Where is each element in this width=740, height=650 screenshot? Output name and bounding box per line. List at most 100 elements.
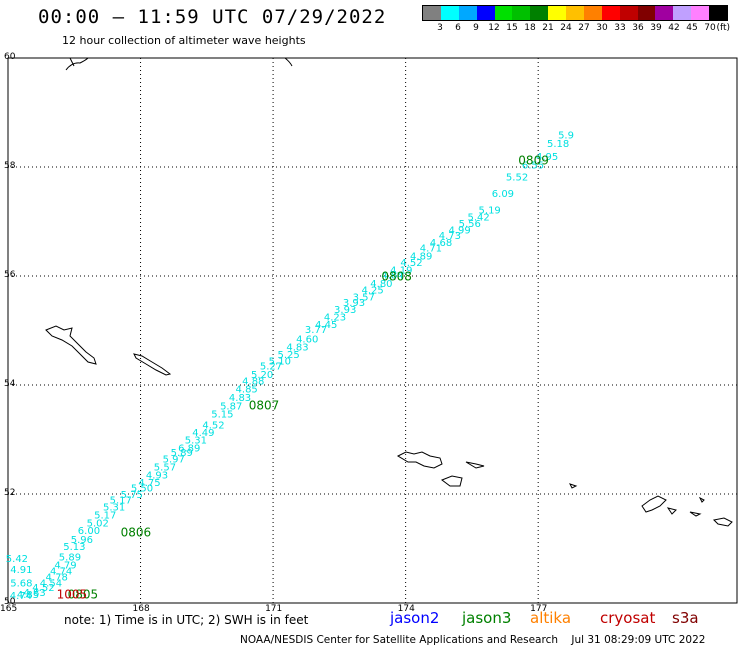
latitude-label: 50 bbox=[4, 597, 16, 607]
coastline-north-2 bbox=[284, 57, 293, 67]
wave-height-value: 5.15 bbox=[211, 410, 233, 421]
wave-height-value: 5.9 bbox=[558, 131, 574, 142]
wave-height-value: 4.68 bbox=[430, 238, 452, 249]
wave-height-value: 4.84 bbox=[381, 271, 403, 282]
legend-tick-label: 33 bbox=[614, 23, 626, 33]
legend-tick-label: 18 bbox=[524, 23, 536, 33]
island-rat-2 bbox=[666, 507, 677, 515]
legend-swatch bbox=[566, 6, 584, 20]
legend-tick-label: 27 bbox=[578, 23, 590, 33]
wave-height-value: 5.25 bbox=[278, 350, 300, 361]
wave-height-value: 4.85 bbox=[17, 590, 39, 601]
island-small-1 bbox=[465, 461, 485, 469]
island-rat-4 bbox=[712, 517, 733, 527]
island-small-2 bbox=[440, 475, 463, 487]
wave-height-value: 4.74 bbox=[50, 567, 72, 578]
legend-tick-label: 15 bbox=[506, 23, 518, 33]
wave-height-value: 5.97 bbox=[163, 454, 185, 465]
wave-height-value: 4.60 bbox=[296, 334, 318, 345]
satellite-cryosat: cryosat bbox=[600, 609, 656, 627]
wave-height-value: 5.57 bbox=[154, 463, 176, 474]
legend-swatch bbox=[440, 6, 459, 20]
latitude-label: 60 bbox=[4, 52, 16, 62]
wave-height-value: 4.88 bbox=[242, 376, 264, 387]
wave-height-value: 4.89 bbox=[410, 252, 432, 263]
wave-height-value: 5.87 bbox=[220, 402, 242, 413]
wave-height-value: 4.49 bbox=[192, 428, 214, 439]
legend-swatch bbox=[458, 6, 477, 20]
wave-height-value: 5.17 bbox=[94, 511, 116, 522]
wave-height-value: 5.42 bbox=[6, 554, 28, 565]
latitude-label: 52 bbox=[4, 488, 16, 498]
color-scale-legend: 3 6 9 12 15 18 21 24 27 30 33 36 39 42 45 70 (ft) bbox=[422, 5, 731, 35]
wave-height-value: 4.78 bbox=[46, 573, 68, 584]
legend-tick-label: 42 bbox=[668, 23, 680, 33]
wave-height-value: 5.13 bbox=[63, 542, 85, 553]
wave-height-value: 4.80 bbox=[370, 279, 392, 290]
wave-height-value: 4.85 bbox=[236, 385, 258, 396]
credit-timestamp: Jul 31 08:29:09 UTC 2022 bbox=[571, 634, 706, 646]
wave-height-value: 4.93 bbox=[146, 471, 168, 482]
wave-height-value: 5.42 bbox=[467, 212, 489, 223]
legend-swatch bbox=[709, 6, 727, 20]
track-time-label: 0809 bbox=[518, 153, 549, 167]
longitude-label: 174 bbox=[397, 604, 415, 614]
legend-swatch bbox=[691, 6, 709, 20]
wave-height-value: 4.83 bbox=[23, 588, 45, 599]
legend-labels: 3 6 9 12 15 18 21 24 27 30 33 36 39 42 45 70 (ft) bbox=[422, 21, 731, 35]
wave-height-value: 4.99 bbox=[448, 225, 470, 236]
legend-tick-label: 9 bbox=[473, 23, 479, 33]
wave-height-value: 6.00 bbox=[78, 526, 100, 537]
legend-tick-label: 12 bbox=[488, 23, 500, 33]
satellite-jason2: jason2 bbox=[390, 609, 440, 627]
longitude-label: 171 bbox=[265, 604, 283, 614]
track-time-label: 0805 bbox=[68, 588, 99, 602]
wave-height-value: 5.19 bbox=[479, 205, 501, 216]
wave-height-value: 3.57 bbox=[353, 293, 375, 304]
track-time-label: 0807 bbox=[249, 399, 280, 413]
legend-tick-label: 45 bbox=[686, 23, 698, 33]
satellite-s3a: s3a bbox=[672, 609, 699, 627]
legend-unit: (ft) bbox=[716, 23, 731, 33]
wave-height-value: 4.52 bbox=[400, 258, 422, 269]
legend-tick-label: 24 bbox=[560, 23, 572, 33]
wave-height-value: 6.55 bbox=[522, 161, 544, 172]
footer-credit: NOAA/NESDIS Center for Satellite Applica… bbox=[240, 634, 705, 646]
track-time-label: 0806 bbox=[121, 526, 152, 540]
wave-height-value: 5.52 bbox=[506, 173, 528, 184]
wave-height-value: 5.89 bbox=[171, 448, 193, 459]
legend-swatch bbox=[530, 6, 549, 20]
island-rat-5 bbox=[698, 496, 705, 503]
legend-swatch bbox=[583, 6, 602, 20]
legend-tick-label: 3 bbox=[437, 23, 443, 33]
map-subtitle: 12 hour collection of altimeter wave hei… bbox=[62, 34, 306, 47]
wave-height-value: 4.23 bbox=[324, 313, 346, 324]
longitude-label: 177 bbox=[530, 604, 548, 614]
wave-height-value: 6.89 bbox=[178, 443, 200, 454]
wave-height-value: 5.68 bbox=[10, 579, 32, 590]
legend-swatch bbox=[423, 6, 441, 20]
wave-height-value: 5.96 bbox=[71, 535, 93, 546]
longitude-label: 168 bbox=[132, 604, 150, 614]
coastline-north bbox=[65, 57, 89, 71]
wave-height-value: 5.10 bbox=[269, 356, 291, 367]
satellite-altika: altika bbox=[530, 609, 572, 627]
coastlines bbox=[45, 57, 733, 527]
legend-tick-label: 21 bbox=[542, 23, 554, 33]
legend-swatch bbox=[512, 6, 531, 20]
wave-height-value: 3.93 bbox=[343, 298, 365, 309]
legend-tick-label: 70 bbox=[704, 23, 716, 33]
legend-swatch bbox=[673, 6, 692, 20]
legend-swatch bbox=[476, 6, 495, 20]
wave-height-value: 5.20 bbox=[251, 370, 273, 381]
wave-height-value: 4.83 bbox=[229, 393, 251, 404]
footer-note: note: 1) Time is in UTC; 2) SWH is in fe… bbox=[64, 613, 309, 627]
island-small-3 bbox=[569, 483, 578, 489]
wave-height-value: 5.02 bbox=[87, 519, 109, 530]
wave-height-value: 5.31 bbox=[103, 502, 125, 513]
wave-height-value: 4.91 bbox=[10, 565, 32, 576]
wave-height-value: 5.75 bbox=[121, 490, 143, 501]
wave-height-value: 4.79 bbox=[54, 561, 76, 572]
island-attu bbox=[396, 451, 443, 469]
latitude-label: 56 bbox=[4, 270, 16, 280]
